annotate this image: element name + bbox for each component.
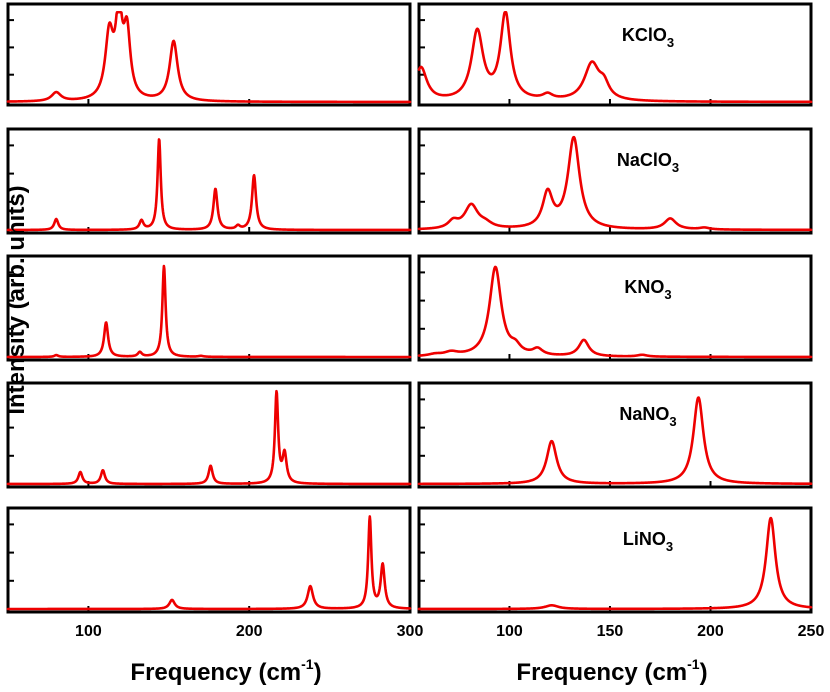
compound-label-base: LiNO: [623, 529, 666, 549]
right-panel-lino3: LiNO3: [417, 506, 813, 614]
panel-frame: [6, 381, 412, 489]
right-x-tick-label: 200: [697, 623, 724, 640]
compound-label-sub: 3: [672, 160, 679, 175]
spectrum-line-lino3: [6, 515, 412, 611]
compound-label-base: KNO: [624, 277, 664, 297]
spectrum-line-nano3: [6, 389, 412, 486]
x-axis-label-right-main: Frequency (cm: [516, 659, 687, 686]
spectrum-line-lino3: [417, 516, 813, 611]
compound-label-base: NaClO: [617, 150, 672, 170]
compound-label-base: KClO: [622, 25, 667, 45]
x-axis-label-left-close: ): [314, 659, 322, 686]
spectrum-line-kno3: [6, 264, 412, 359]
panel-frame: [6, 254, 412, 362]
compound-label-sub: 3: [667, 35, 674, 50]
compound-label-kclo3: KClO3: [622, 25, 674, 50]
right-panel-kno3: KNO3: [417, 254, 813, 362]
compound-label-sub: 3: [669, 414, 676, 429]
x-axis-label-left: Frequency (cm-1): [130, 656, 321, 686]
spectrum-line-kno3: [417, 265, 813, 359]
compound-label-nano3: NaNO3: [619, 404, 676, 429]
panel-frame: [417, 381, 813, 489]
spectrum-line-naclo3: [417, 135, 813, 232]
x-axis-label-right: Frequency (cm-1): [516, 656, 707, 686]
y-axis-label: Intensity (arb. units): [3, 185, 30, 414]
x-axis-label-right-close: ): [700, 659, 708, 686]
spectrum-line-nano3: [417, 396, 813, 486]
left-x-tick-label: 100: [75, 623, 102, 640]
left-x-tick-label: 300: [397, 623, 424, 640]
spectrum-line-naclo3: [6, 138, 412, 232]
panel-frame: [417, 2, 813, 107]
right-x-tick-label: 150: [597, 623, 624, 640]
left-panel-lino3: [6, 506, 412, 614]
compound-label-base: NaNO: [619, 404, 669, 424]
right-x-tick-label: 250: [798, 623, 825, 640]
right-panel-nano3: NaNO3: [417, 381, 813, 489]
left-panel-nano3: [6, 381, 412, 489]
compound-label-naclo3: NaClO3: [617, 150, 679, 175]
right-panel-naclo3: NaClO3: [417, 127, 813, 235]
x-axis-label-left-main: Frequency (cm: [130, 659, 301, 686]
right-panel-kclo3: KClO3: [417, 2, 813, 107]
panel-frame: [6, 506, 412, 614]
left-x-tick-label: 200: [236, 623, 263, 640]
left-panel-naclo3: [6, 127, 412, 235]
panel-frame: [6, 127, 412, 235]
compound-label-sub: 3: [666, 539, 673, 554]
x-axis-label-left-sup: -1: [301, 656, 314, 672]
spectrum-line-kclo3: [6, 10, 412, 104]
panel-frame: [417, 127, 813, 235]
left-panel-kno3: [6, 254, 412, 362]
panel-frame: [417, 506, 813, 614]
panel-frame: [417, 254, 813, 362]
right-x-tick-label: 100: [496, 623, 523, 640]
compound-label-kno3: KNO3: [624, 277, 671, 302]
compound-label-sub: 3: [664, 287, 671, 302]
left-panel-kclo3: [6, 2, 412, 107]
compound-label-lino3: LiNO3: [623, 529, 673, 554]
x-axis-label-right-sup: -1: [687, 656, 700, 672]
panel-frame: [6, 2, 412, 107]
spectrum-line-kclo3: [417, 10, 813, 104]
